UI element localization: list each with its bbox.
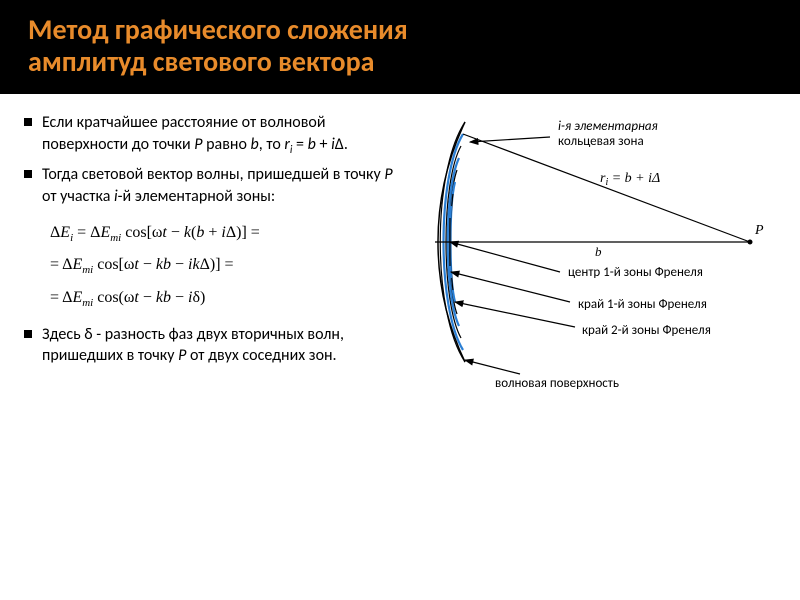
slide-header: Метод графического сложения амплитуд све… [0,0,800,94]
arrow-center1 [450,242,560,272]
equation-2: = ΔEmi cos[ωt − kb − ikΔ)] = [50,249,402,281]
equation-block: ΔEi = ΔEmi cos[ωt − k(b + iΔ)] = = ΔEmi … [50,217,402,314]
bullet-list: Если кратчайшее расстояние от волновой п… [22,112,402,207]
label-edge1: край 1-й зоны Френеля [578,297,707,312]
bullet-list-2: Здесь δ - разность фаз двух вторичных во… [22,324,402,367]
equation-3: = ΔEmi cos(ωt − kb − iδ) [50,282,402,314]
arrow-izone [470,137,550,142]
equation-1: ΔEi = ΔEmi cos[ωt − k(b + iΔ)] = [50,217,402,249]
ri-line [463,134,750,242]
arrow-wavefront [465,360,520,374]
bullet-3: Здесь δ - разность фаз двух вторичных во… [22,324,402,367]
label-ri: ri = b + iΔ [600,171,660,188]
slide-title: Метод графического сложения амплитуд све… [28,14,772,78]
label-izone-2: кольцевая зона [558,134,644,149]
label-wavefront: волновая поверхность [495,376,619,391]
text-column: Если кратчайшее расстояние от волновой п… [22,112,402,397]
label-edge2: край 2-й зоны Френеля [582,323,711,338]
arrow-edge2 [455,302,575,327]
slide-body: Если кратчайшее расстояние от волновой п… [0,94,800,407]
label-b: b [595,244,602,259]
bullet-2: Тогда световой вектор волны, пришедшей в… [22,164,402,207]
title-line-1: Метод графического сложения [28,12,408,47]
bullet-1: Если кратчайшее расстояние от волновой п… [22,112,402,158]
label-center1: центр 1-й зоны Френеля [568,265,703,280]
label-p: P [754,223,764,238]
fresnel-zone-diagram: i-я элементарная кольцевая зона ri = b +… [410,112,770,392]
arrow-edge1 [451,272,570,302]
title-line-2: амплитуд светового вектора [28,44,374,79]
diagram-column: i-я элементарная кольцевая зона ri = b +… [402,112,778,397]
label-izone-1: i-я элементарная [558,119,658,134]
